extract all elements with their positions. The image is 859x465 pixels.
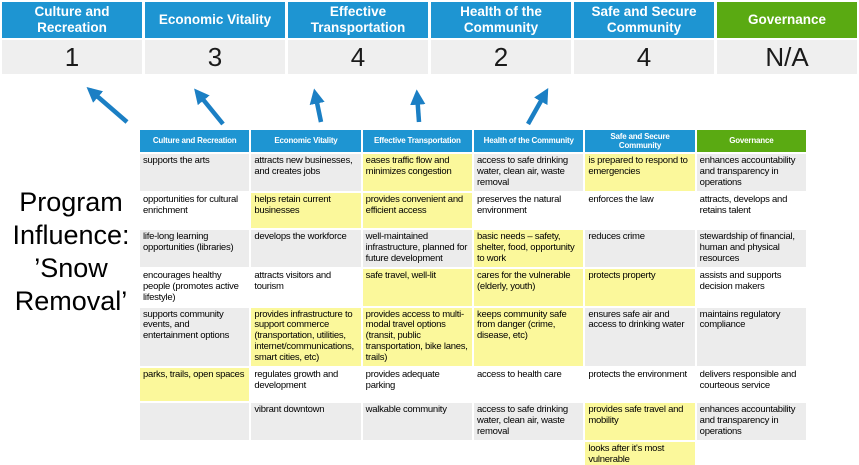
matrix-header-culture-and-recreation: Culture and Recreation: [140, 130, 250, 152]
matrix-cell-r1-c3: eases traffic flow and minimizes congest…: [362, 154, 472, 191]
matrix-cell-r6-c3: provides adequate parking: [362, 368, 472, 402]
matrix-cell-r3-c5: reduces crime: [585, 229, 695, 267]
matrix-cell-r2-c3: provides convenient and efficient access: [362, 192, 472, 228]
matrix-cell-r6-c6: delivers responsible and courteous servi…: [696, 368, 806, 402]
matrix-cell-r2-c4: preserves the natural environment: [474, 192, 584, 228]
program-title-line: ’Snow: [34, 252, 108, 283]
matrix-cell-r4-c4: cares for the vulnerable (elderly, youth…: [474, 268, 584, 306]
matrix-cell-r5-c6: maintains regulatory compliance: [696, 307, 806, 367]
arrow-icon: [410, 89, 426, 123]
priority-header-safe-and-secure-community: Safe and Secure Community: [574, 2, 714, 38]
priority-header-economic-vitality: Economic Vitality: [145, 2, 285, 38]
matrix-cell-r6-c5: protects the environment: [585, 368, 695, 402]
matrix-cell-r7-c5: provides safe travel and mobility: [585, 403, 695, 440]
matrix-cell-r4-c2: attracts visitors and tourism: [251, 268, 361, 306]
matrix-cell-r2-c5: enforces the law: [585, 192, 695, 228]
priority-header-health-of-the-community: Health of the Community: [431, 2, 571, 38]
matrix-cell-r3-c1: life-long learning opportunities (librar…: [140, 229, 250, 267]
matrix-header-governance: Governance: [696, 130, 806, 152]
priority-score-health-of-the-community: 2: [431, 40, 571, 74]
priority-header-governance: Governance: [717, 2, 857, 38]
matrix-cell-r7-c3: walkable community: [362, 403, 472, 440]
matrix-cell-r2-c1: opportunities for cultural enrichment: [140, 192, 250, 228]
matrix-cell-r1-c6: enhances accountability and transparency…: [696, 154, 806, 191]
priority-score-culture-and-recreation: 1: [2, 40, 142, 74]
scoreboard: Culture and Recreation Economic Vitality E…: [2, 2, 857, 74]
matrix-cell-r3-c6: stewardship of financial, human and phys…: [696, 229, 806, 267]
matrix-cell-r1-c2: attracts new businesses, and creates job…: [251, 154, 361, 191]
matrix-header-economic-vitality: Economic Vitality: [251, 130, 361, 152]
matrix-cell-r4-c5: protects property: [585, 268, 695, 306]
program-title-line: Influence:: [12, 219, 130, 250]
matrix-header-safe-and-secure-community: Safe and Secure Community: [585, 130, 695, 152]
matrix-cell-r1-c4: access to safe drinking water, clean air…: [474, 154, 584, 191]
matrix-cell-r5-c3: provides access to multi-modal travel op…: [362, 307, 472, 367]
matrix-cell-r8-c5: looks after it's most vulnerable: [585, 441, 695, 465]
matrix-cell-r6-c2: regulates growth and development: [251, 368, 361, 402]
matrix-cell-r3-c4: basic needs – safety, shelter, food, opp…: [474, 229, 584, 267]
matrix-cell-r8-c2: [251, 441, 361, 465]
program-title-line: Program: [19, 187, 123, 217]
matrix-cell-r2-c2: helps retain current businesses: [251, 192, 361, 228]
matrix-cell-r4-c6: assists and supports decision makers: [696, 268, 806, 306]
matrix-cell-r8-c1: [140, 441, 250, 465]
arrow-icon: [526, 87, 549, 126]
matrix-cell-r5-c1: supports community events, and entertain…: [140, 307, 250, 367]
priority-score-economic-vitality: 3: [145, 40, 285, 74]
priority-score-effective-transportation: 4: [288, 40, 428, 74]
priority-header-culture-and-recreation: Culture and Recreation: [2, 2, 142, 38]
matrix-cell-r4-c3: safe travel, well-lit: [362, 268, 472, 306]
matrix-header-health-of-the-community: Health of the Community: [474, 130, 584, 152]
priority-score-governance: N/A: [717, 40, 857, 74]
matrix-cell-r6-c1: parks, trails, open spaces: [140, 368, 250, 402]
arrow-icon: [309, 88, 325, 123]
program-title-line: Removal’: [14, 285, 128, 316]
matrix-cell-r5-c4: keeps community safe from danger (crime,…: [474, 307, 584, 367]
matrix-cell-r5-c2: provides infrastructure to support comme…: [251, 307, 361, 367]
matrix-cell-r6-c4: access to health care: [474, 368, 584, 402]
matrix-cell-r8-c6: [696, 441, 806, 465]
matrix-header-effective-transportation: Effective Transportation: [362, 130, 472, 152]
matrix-cell-r7-c1: [140, 403, 250, 440]
matrix-cell-r7-c6: enhances accountability and transparency…: [696, 403, 806, 440]
priority-score-safe-and-secure-community: 4: [574, 40, 714, 74]
matrix-cell-r7-c4: access to safe drinking water, clean air…: [474, 403, 584, 440]
matrix-cell-r5-c5: ensures safe air and access to drinking …: [585, 307, 695, 367]
priority-header-effective-transportation: Effective Transportation: [288, 2, 428, 38]
matrix-cell-r3-c2: develops the workforce: [251, 229, 361, 267]
matrix-cell-r2-c6: attracts, develops and retains talent: [696, 192, 806, 228]
matrix-cell-r4-c1: encourages healthy people (promotes acti…: [140, 268, 250, 306]
program-title: Program Influence: ’Snow Removal’: [0, 186, 142, 318]
arrow-icon: [194, 88, 225, 126]
matrix-cell-r7-c2: vibrant downtown: [251, 403, 361, 440]
matrix-cell-r3-c3: well-maintained infrastructure, planned …: [362, 229, 472, 267]
influence-matrix: Culture and Recreation Economic Vitality E…: [140, 130, 806, 465]
arrow-icon: [86, 86, 129, 124]
matrix-cell-r8-c4: [474, 441, 584, 465]
matrix-cell-r1-c1: supports the arts: [140, 154, 250, 191]
matrix-cell-r8-c3: [362, 441, 472, 465]
matrix-cell-r1-c5: is prepared to respond to emergencies: [585, 154, 695, 191]
